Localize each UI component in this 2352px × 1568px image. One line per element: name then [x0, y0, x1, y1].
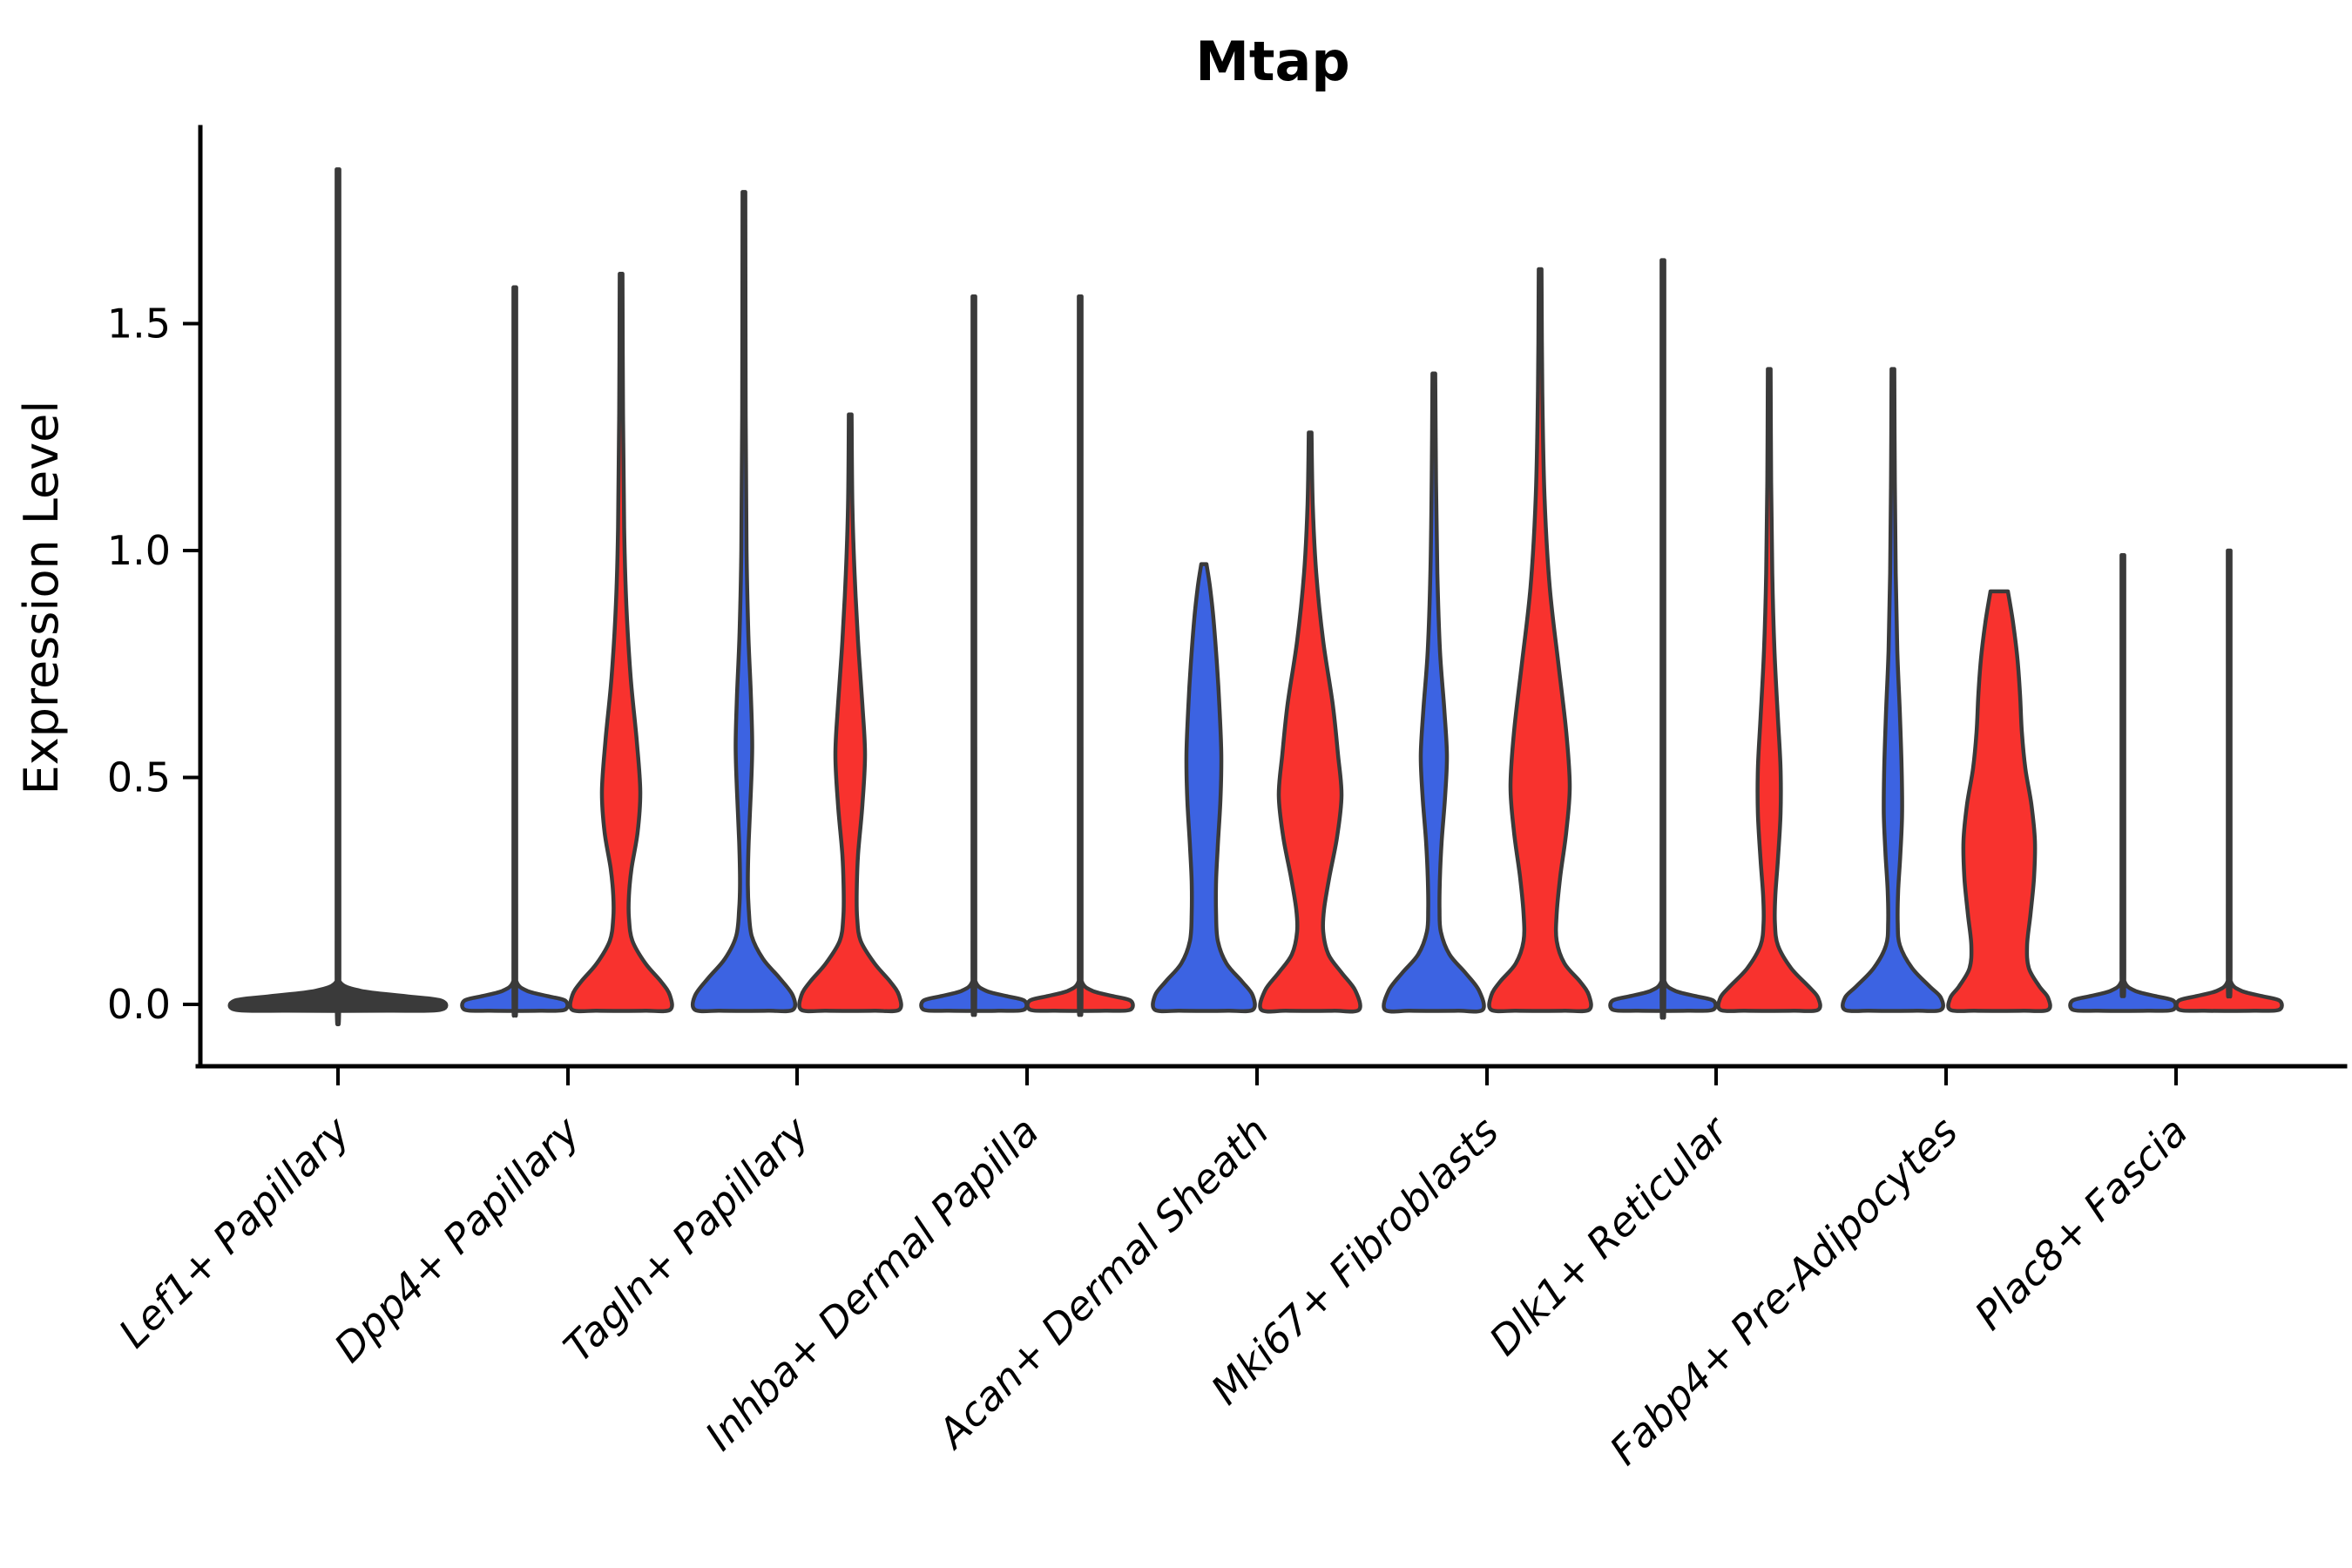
y-axis-ticks: 0.0 0.5 1.0 1.5	[107, 301, 200, 1028]
x-tick-label: Dpp4+ Papillary	[325, 1107, 589, 1371]
y-axis-label: Expression Level	[14, 401, 69, 795]
x-tick-label: Plac8+ Fascia	[1965, 1108, 2196, 1339]
violin-red	[568, 271, 674, 1014]
x-tick-label: Lef1+ Papillary	[110, 1107, 359, 1356]
violin-blue	[2068, 552, 2178, 1013]
y-tick-label: 0.5	[107, 754, 171, 801]
violin-red	[1025, 294, 1135, 1017]
x-tick-label: Tagln+ Papillary	[554, 1107, 818, 1371]
y-tick-label: 1.5	[107, 301, 171, 348]
violin-red	[2174, 548, 2284, 1013]
violin-blue	[690, 190, 798, 1014]
chart-title: Mtap	[1195, 30, 1350, 93]
violin-single	[227, 167, 449, 1026]
violin-blue	[460, 285, 570, 1018]
violin-blue	[1382, 371, 1486, 1014]
violin-blue	[1841, 367, 1945, 1013]
violin-red	[1946, 589, 2052, 1013]
violin-blue	[1151, 562, 1257, 1014]
violin-red	[1487, 267, 1593, 1014]
violin-blue	[1608, 258, 1718, 1020]
violin-red	[797, 412, 903, 1014]
x-tick-label: Dlk1+ Reticular	[1480, 1105, 1739, 1364]
violins-layer	[227, 167, 2284, 1026]
y-tick-label: 1.0	[107, 527, 171, 574]
violin-red	[1716, 367, 1822, 1013]
y-tick-label: 0.0	[107, 981, 171, 1028]
violin-red	[1258, 430, 1362, 1014]
violin-blue	[919, 294, 1029, 1017]
